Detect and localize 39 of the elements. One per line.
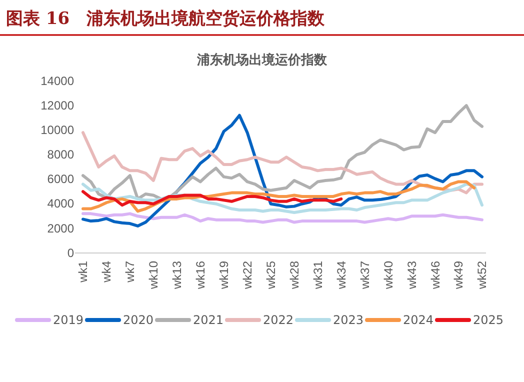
line-series [82,104,484,200]
line-series [82,190,343,207]
legend-label: 2021 [193,313,224,328]
x-tick-label: wk19 [217,260,232,290]
x-tick-label: wk31 [310,260,325,290]
x-tick-label: wk22 [240,260,254,290]
y-tick-label: 10000 [40,122,74,137]
chart-title: 图表 16 浦东机场出境航空货运价格指数 [6,9,326,29]
x-tick-label: wk25 [264,260,278,290]
legend-label: 2022 [263,313,294,328]
x-tick-label: wk7 [123,260,138,284]
x-tick-label: wk28 [287,260,302,290]
x-tick-label: wk16 [194,260,208,290]
x-tick-label: wk13 [170,260,184,290]
y-tick-label: 4000 [47,196,74,211]
line-series [82,131,484,194]
legend-label: 2020 [123,313,154,328]
chart-subtitle: 浦东机场出境运价指数 [196,52,328,68]
x-tick-label: wk40 [381,260,396,290]
y-tick-label: 14000 [40,74,74,88]
legend-label: 2023 [333,313,364,328]
x-tick-label: wk43 [404,260,419,290]
legend-label: 2025 [473,313,504,328]
x-tick-label: wk52 [475,260,490,290]
y-tick-label: 0 [67,246,74,260]
x-tick-label: wk34 [334,260,348,290]
x-tick-label: wk49 [452,260,466,290]
y-tick-label: 2000 [47,221,74,236]
x-tick-label: wk46 [428,260,442,290]
line-series [82,212,484,224]
legend-label: 2024 [403,313,434,328]
y-tick-label: 8000 [47,148,74,162]
x-tick-label: wk4 [100,260,114,284]
x-tick-label: wk1 [76,260,90,284]
legend-label: 2019 [53,313,84,328]
y-tick-label: 6000 [47,172,74,186]
x-tick-label: wk37 [358,260,372,290]
x-tick-label: wk10 [146,260,161,290]
y-tick-label: 12000 [40,98,74,112]
